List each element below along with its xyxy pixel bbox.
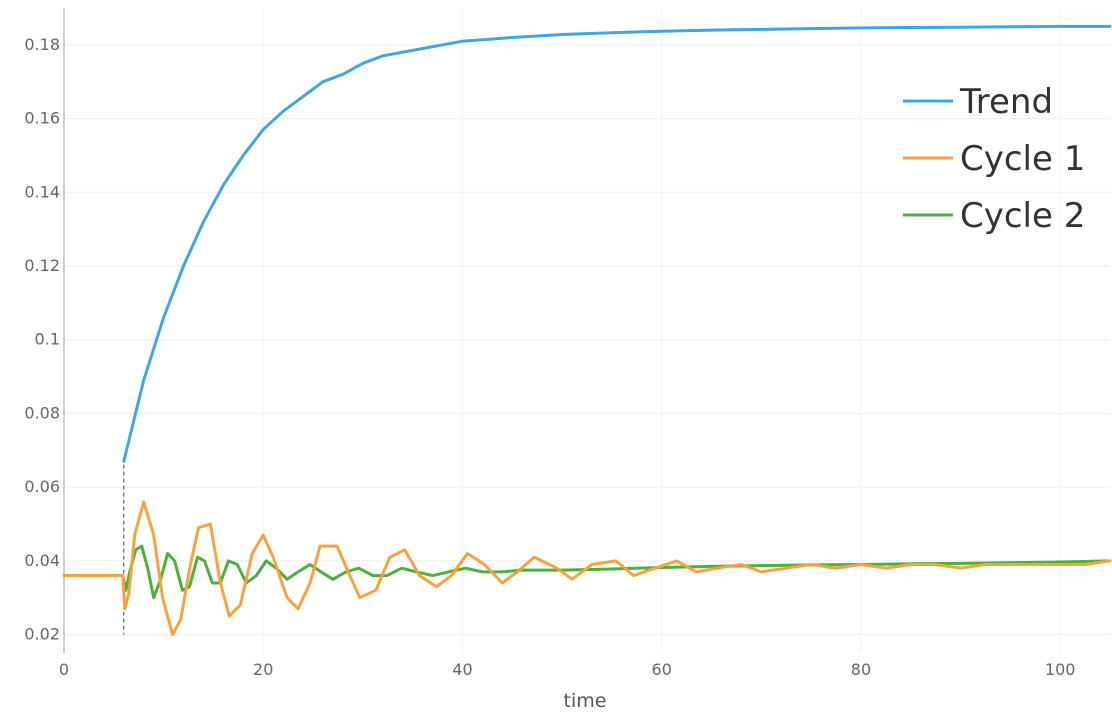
- legend-label: Trend: [959, 82, 1053, 122]
- legend: Trend Cycle 1 Cycle 2: [903, 82, 1085, 236]
- y-tick-label: 0.02: [24, 625, 60, 644]
- y-tick-label: 0.06: [24, 477, 60, 496]
- x-tick-label: 0: [59, 660, 69, 679]
- x-tick-label: 40: [452, 660, 472, 679]
- legend-label: Cycle 1: [960, 139, 1085, 179]
- x-tick-label: 100: [1045, 660, 1076, 679]
- y-tick-label: 0.1: [35, 330, 60, 349]
- y-tick-label: 0.04: [24, 551, 60, 570]
- x-tick-label: 20: [253, 660, 273, 679]
- series-line-trend: [122, 24, 1112, 463]
- gridlines: [64, 8, 1110, 653]
- y-tick-label: 0.16: [24, 109, 60, 128]
- axes: 0.02 0.04 0.06 0.08 0.1 0.12 0.14 0.16 0.18 0 20 40…: [24, 8, 1075, 679]
- series-lines: [62, 24, 1112, 637]
- y-tick-label: 0.12: [24, 256, 60, 275]
- x-tick-label: 60: [652, 660, 672, 679]
- y-tick-label: 0.18: [24, 35, 60, 54]
- legend-label: Cycle 2: [960, 196, 1085, 236]
- x-tick-label: 80: [851, 660, 871, 679]
- y-tick-label: 0.08: [24, 403, 60, 422]
- x-axis-title: time: [564, 690, 607, 712]
- series-line-cycle-1: [62, 500, 1112, 637]
- y-tick-label: 0.14: [24, 182, 60, 201]
